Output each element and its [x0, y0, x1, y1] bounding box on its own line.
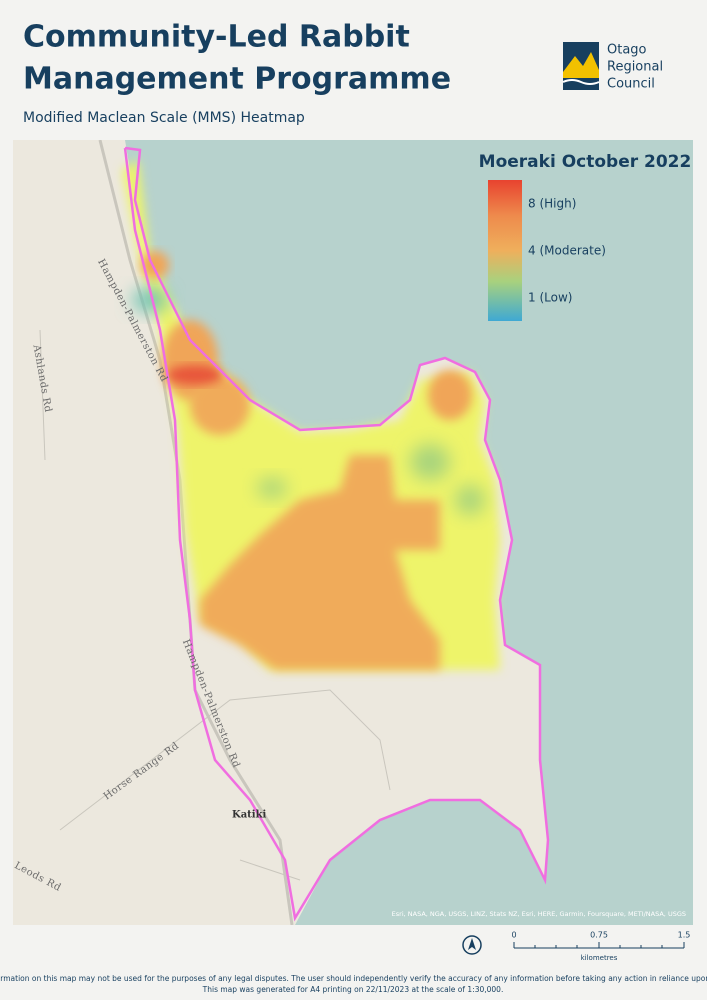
road	[59, 689, 391, 831]
legend-label: 1 (Low)	[528, 291, 572, 305]
heatmap	[122, 160, 500, 670]
footer-note: This map was generated for A4 printing o…	[202, 985, 504, 994]
scale-line	[513, 942, 685, 949]
heat-moderate	[190, 375, 250, 435]
logo-text: Council	[607, 77, 655, 92]
heat-low	[410, 444, 450, 480]
title-line: Management Programme	[23, 62, 451, 97]
place-label: Katiki	[232, 810, 267, 821]
logo-text: Otago	[607, 43, 647, 58]
legend-label: 8 (High)	[528, 197, 576, 211]
scale-tick-label: 0.75	[590, 931, 608, 940]
title-line: Community-Led Rabbit	[23, 20, 410, 55]
north-circle	[462, 935, 482, 955]
heat-low	[132, 288, 168, 312]
heat-low	[257, 478, 287, 498]
heat-high	[167, 365, 223, 385]
north-arrow	[462, 935, 482, 955]
road	[239, 859, 301, 881]
legend: Moeraki October 2022 8 (High) 4 (Moderat…	[479, 152, 692, 321]
heat-moderate	[200, 455, 440, 670]
legend-label: 4 (Moderate)	[528, 244, 606, 258]
logo-text: Regional	[607, 60, 663, 75]
logo-wave	[562, 79, 600, 85]
logo-mountain	[563, 52, 599, 78]
attribution: Esri, NASA, NGA, USGS, LINZ, Stats NZ, E…	[392, 910, 686, 918]
map: Hampden-Palmerston Rd Ashlands Rd Hampde…	[13, 140, 693, 925]
scale-bar	[513, 942, 685, 949]
logo: Otago Regional Council	[562, 42, 663, 92]
road	[39, 329, 46, 461]
heat-moderate	[141, 251, 169, 279]
scale-unit: kilometres	[581, 954, 618, 962]
heat-moderate	[428, 370, 472, 420]
legend-ramp	[488, 180, 522, 321]
heat-low	[455, 485, 485, 515]
subtitle: Modified Maclean Scale (MMS) Heatmap	[23, 110, 305, 126]
north-pointer	[468, 938, 476, 950]
boundary	[123, 146, 550, 922]
scale-tick-label: 0	[511, 931, 516, 940]
legend-title: Moeraki October 2022	[479, 152, 692, 172]
scale-tick-label: 1.5	[678, 931, 691, 940]
footer-note: Information on this map may not be used …	[0, 974, 707, 983]
